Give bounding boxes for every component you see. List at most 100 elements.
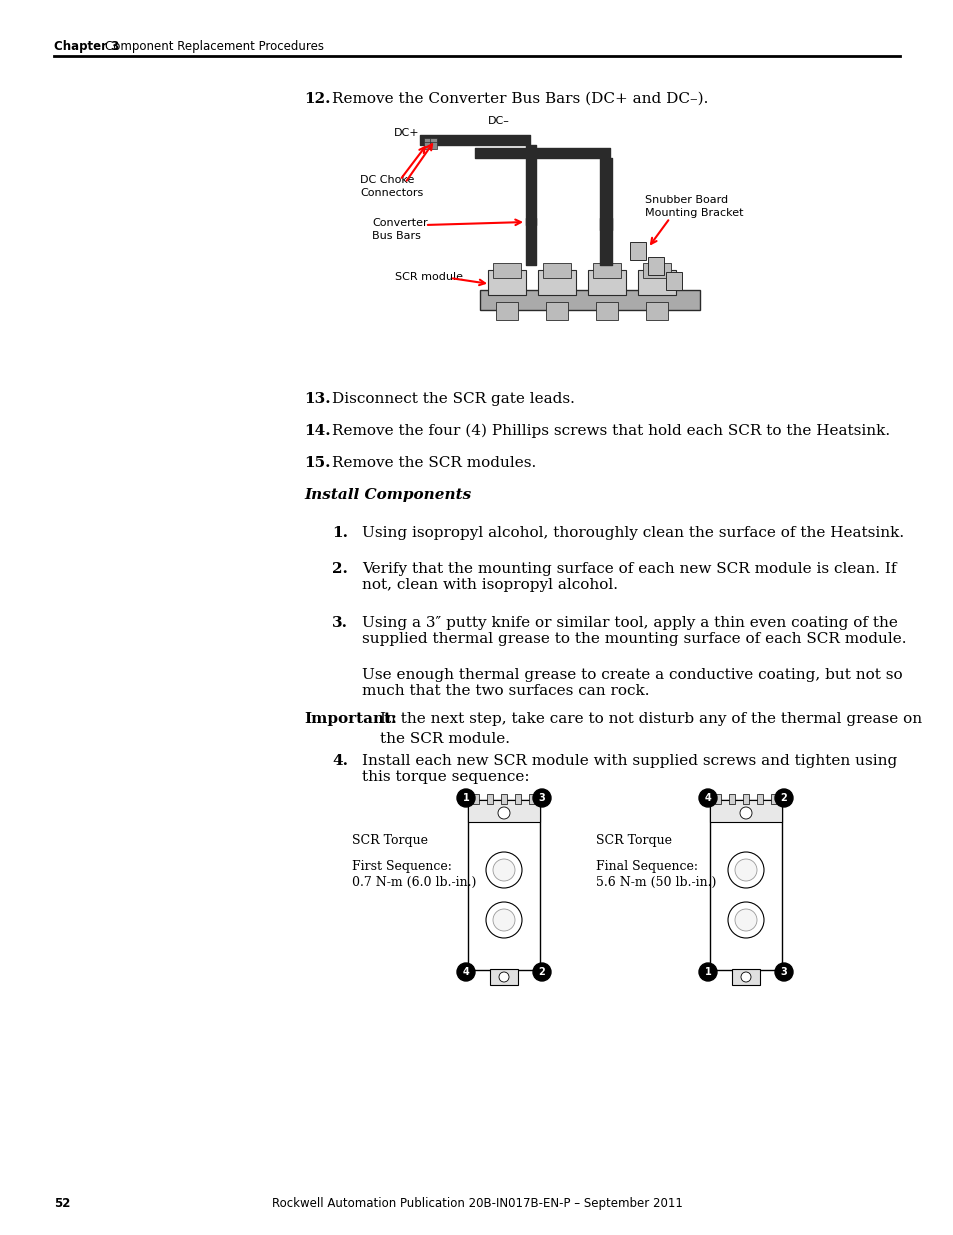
Bar (486, 794, 493, 804)
Circle shape (727, 902, 763, 939)
Text: 52: 52 (54, 1197, 71, 1210)
Bar (642, 263, 670, 278)
Bar (500, 794, 506, 804)
Text: DC+: DC+ (394, 128, 419, 138)
Bar (493, 263, 520, 278)
Text: Important:: Important: (304, 713, 396, 726)
Bar (629, 242, 645, 261)
Bar (647, 257, 663, 275)
Text: Component Replacement Procedures: Component Replacement Procedures (105, 40, 324, 53)
Bar (770, 794, 776, 804)
Text: DC Choke: DC Choke (359, 175, 414, 185)
Bar (714, 794, 720, 804)
Circle shape (493, 909, 515, 931)
Bar (515, 794, 520, 804)
Text: First Sequence:: First Sequence: (352, 860, 452, 873)
Text: 5.6 N-m (50 lb.-in.): 5.6 N-m (50 lb.-in.) (596, 876, 716, 889)
Text: 3.: 3. (332, 616, 348, 630)
Bar (638, 270, 676, 295)
Text: Connectors: Connectors (359, 188, 423, 198)
Text: Bus Bars: Bus Bars (372, 231, 420, 241)
Text: 14.: 14. (304, 424, 331, 438)
Bar (430, 138, 436, 144)
Text: 1.: 1. (332, 526, 348, 540)
Bar (423, 138, 431, 144)
Circle shape (774, 789, 792, 806)
Text: Mounting Bracket: Mounting Bracket (644, 207, 742, 219)
Circle shape (485, 902, 521, 939)
Bar (468, 800, 539, 969)
Circle shape (699, 789, 717, 806)
Text: Using isopropyl alcohol, thoroughly clean the surface of the Heatsink.: Using isopropyl alcohol, thoroughly clea… (361, 526, 903, 540)
Text: Remove the SCR modules.: Remove the SCR modules. (332, 456, 536, 471)
Bar (496, 303, 517, 320)
Text: SCR Torque: SCR Torque (596, 834, 671, 847)
Text: Verify that the mounting surface of each new SCR module is clean. If
not, clean : Verify that the mounting surface of each… (361, 562, 896, 593)
Text: 4.: 4. (332, 755, 348, 768)
Text: Install each new SCR module with supplied screws and tighten using
this torque s: Install each new SCR module with supplie… (361, 755, 897, 784)
Text: 0.7 N-m (6.0 lb.-in.): 0.7 N-m (6.0 lb.-in.) (352, 876, 476, 889)
Bar (645, 303, 667, 320)
Text: SCR module: SCR module (395, 272, 462, 282)
Text: 2: 2 (780, 793, 786, 803)
Bar (430, 142, 436, 149)
Bar (545, 303, 567, 320)
Text: the SCR module.: the SCR module. (379, 732, 510, 746)
Text: 1: 1 (704, 967, 711, 977)
Circle shape (699, 963, 717, 981)
Text: Install Components: Install Components (304, 488, 471, 501)
Bar (728, 794, 734, 804)
Circle shape (493, 860, 515, 881)
Text: Using a 3″ putty knife or similar tool, apply a thin even coating of the
supplie: Using a 3″ putty knife or similar tool, … (361, 616, 905, 646)
Bar (731, 969, 760, 986)
Circle shape (734, 909, 757, 931)
Text: Remove the Converter Bus Bars (DC+ and DC–).: Remove the Converter Bus Bars (DC+ and D… (332, 91, 708, 106)
Bar (537, 270, 576, 295)
Text: 2.: 2. (332, 562, 348, 576)
Bar (490, 969, 517, 986)
Circle shape (498, 972, 509, 982)
Circle shape (740, 972, 750, 982)
Bar (542, 263, 571, 278)
Text: 12.: 12. (304, 91, 330, 106)
Text: 2: 2 (538, 967, 545, 977)
Circle shape (774, 963, 792, 981)
Circle shape (456, 963, 475, 981)
Bar (596, 303, 618, 320)
Text: 1: 1 (462, 793, 469, 803)
Bar (665, 272, 681, 290)
Text: Final Sequence:: Final Sequence: (596, 860, 698, 873)
Bar (488, 270, 525, 295)
Text: 4: 4 (462, 967, 469, 977)
Text: 3: 3 (538, 793, 545, 803)
Text: 13.: 13. (304, 391, 331, 406)
Circle shape (727, 852, 763, 888)
Text: 4: 4 (704, 793, 711, 803)
Circle shape (533, 789, 551, 806)
Text: 15.: 15. (304, 456, 330, 471)
Text: Snubber Board: Snubber Board (644, 195, 727, 205)
Bar (468, 800, 539, 823)
Text: Disconnect the SCR gate leads.: Disconnect the SCR gate leads. (332, 391, 575, 406)
Bar (587, 270, 625, 295)
Text: DC–: DC– (488, 116, 509, 126)
Text: SCR Torque: SCR Torque (352, 834, 428, 847)
Bar (593, 263, 620, 278)
Bar (423, 142, 431, 149)
Circle shape (497, 806, 510, 819)
Circle shape (485, 852, 521, 888)
Text: Chapter 3: Chapter 3 (54, 40, 119, 53)
Bar (742, 794, 748, 804)
Bar (473, 794, 478, 804)
Text: Remove the four (4) Phillips screws that hold each SCR to the Heatsink.: Remove the four (4) Phillips screws that… (332, 424, 889, 438)
Text: Rockwell Automation Publication 20B-IN017B-EN-P – September 2011: Rockwell Automation Publication 20B-IN01… (272, 1197, 681, 1210)
Circle shape (734, 860, 757, 881)
Text: 3: 3 (780, 967, 786, 977)
Bar (529, 794, 535, 804)
Circle shape (456, 789, 475, 806)
Text: In the next step, take care to not disturb any of the thermal grease on: In the next step, take care to not distu… (379, 713, 922, 726)
Bar (709, 800, 781, 823)
Bar (757, 794, 762, 804)
Text: Converter: Converter (372, 219, 427, 228)
Bar (709, 800, 781, 969)
